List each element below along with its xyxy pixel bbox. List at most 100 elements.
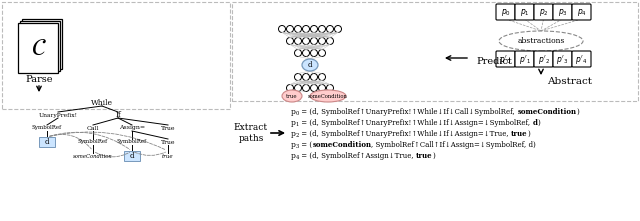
Ellipse shape	[294, 74, 301, 80]
Text: 4: 4	[296, 155, 300, 160]
Text: ): )	[433, 152, 435, 160]
Ellipse shape	[319, 50, 326, 57]
Text: d: d	[532, 119, 538, 127]
Text: p: p	[291, 108, 296, 116]
FancyArrowPatch shape	[50, 134, 92, 149]
Ellipse shape	[287, 84, 294, 91]
Ellipse shape	[335, 25, 342, 32]
Text: SymbolRef: SymbolRef	[117, 139, 147, 145]
Text: true: true	[416, 152, 433, 160]
Text: $p'_1$: $p'_1$	[518, 53, 531, 65]
Text: = (d, SymbolRef↑UnaryPrefix!↑While↓If↓Assign=↓True,: = (d, SymbolRef↑UnaryPrefix!↑While↓If↓As…	[300, 130, 511, 138]
Text: Parse: Parse	[25, 76, 52, 84]
Text: someCondition: someCondition	[308, 93, 348, 99]
Text: UnaryPrefix!: UnaryPrefix!	[38, 112, 77, 118]
Ellipse shape	[302, 59, 318, 71]
Text: $\mathcal{C}$: $\mathcal{C}$	[31, 36, 47, 59]
Ellipse shape	[310, 38, 317, 44]
Text: d: d	[308, 61, 312, 69]
Text: p: p	[291, 119, 296, 127]
Text: Predict: Predict	[476, 57, 512, 65]
Bar	[22, 19, 62, 69]
Text: d: d	[45, 138, 49, 146]
Text: $p_1$: $p_1$	[520, 6, 529, 17]
FancyBboxPatch shape	[496, 51, 515, 67]
Ellipse shape	[303, 84, 310, 91]
Bar	[20, 21, 60, 71]
FancyArrowPatch shape	[50, 132, 166, 150]
Ellipse shape	[278, 25, 285, 32]
Text: true: true	[286, 93, 298, 99]
Ellipse shape	[326, 25, 333, 32]
Ellipse shape	[310, 84, 317, 91]
Ellipse shape	[319, 84, 326, 91]
Text: $p'_0$: $p'_0$	[499, 53, 511, 65]
FancyArrowPatch shape	[50, 132, 130, 149]
Text: = (d, SymbolRef↑Assign↓True,: = (d, SymbolRef↑Assign↓True,	[300, 152, 416, 160]
Text: someCondition: someCondition	[73, 154, 113, 158]
Ellipse shape	[303, 25, 310, 32]
Text: d: d	[130, 152, 134, 160]
FancyArrowPatch shape	[134, 152, 166, 156]
FancyBboxPatch shape	[534, 51, 553, 67]
Bar	[124, 151, 140, 161]
Ellipse shape	[303, 38, 310, 44]
Text: = (d, SymbolRef↑UnaryPrefix!↑While↓If↓Assign=↓SymbolRef,: = (d, SymbolRef↑UnaryPrefix!↑While↓If↓As…	[300, 119, 532, 127]
Text: ): )	[528, 130, 531, 138]
Bar	[18, 23, 58, 73]
Text: true: true	[511, 130, 528, 138]
Text: 3: 3	[296, 144, 300, 149]
Ellipse shape	[326, 38, 333, 44]
Ellipse shape	[310, 74, 317, 80]
Ellipse shape	[319, 38, 326, 44]
Text: $p_3$: $p_3$	[557, 6, 568, 17]
Ellipse shape	[287, 38, 294, 44]
Text: Assign=: Assign=	[119, 126, 145, 130]
Ellipse shape	[282, 90, 302, 102]
Text: Extract
paths: Extract paths	[234, 123, 268, 143]
Ellipse shape	[319, 74, 326, 80]
Text: ): )	[538, 119, 540, 127]
FancyArrowPatch shape	[95, 152, 129, 157]
FancyBboxPatch shape	[515, 4, 534, 20]
Text: $p'_4$: $p'_4$	[575, 53, 588, 65]
Text: p: p	[291, 130, 296, 138]
Text: $p'_3$: $p'_3$	[556, 53, 568, 65]
Ellipse shape	[310, 90, 346, 102]
Text: ): )	[576, 108, 579, 116]
Ellipse shape	[499, 31, 583, 51]
Text: 0: 0	[296, 111, 300, 116]
Text: = (d, SymbolRef↑UnaryPrefix!↑While↓If↓Call↓SymbolRef,: = (d, SymbolRef↑UnaryPrefix!↑While↓If↓Ca…	[300, 108, 517, 116]
FancyBboxPatch shape	[553, 4, 572, 20]
Text: 2: 2	[296, 133, 300, 138]
Ellipse shape	[303, 50, 310, 57]
Text: true: true	[162, 154, 174, 158]
Text: If: If	[115, 111, 121, 119]
Text: $p_0$: $p_0$	[500, 6, 511, 17]
Ellipse shape	[326, 84, 333, 91]
Text: Abstract: Abstract	[547, 76, 593, 86]
Text: someCondition: someCondition	[312, 141, 371, 149]
Text: SymbolRef: SymbolRef	[32, 126, 62, 130]
Ellipse shape	[287, 25, 294, 32]
Ellipse shape	[303, 74, 310, 80]
Ellipse shape	[294, 50, 301, 57]
FancyBboxPatch shape	[534, 4, 553, 20]
Text: While: While	[91, 99, 113, 107]
Text: $p_4$: $p_4$	[577, 6, 586, 17]
Text: 1: 1	[296, 122, 300, 127]
Bar	[232, 2, 638, 101]
Ellipse shape	[310, 50, 317, 57]
Ellipse shape	[310, 25, 317, 32]
Text: abstractions: abstractions	[517, 37, 564, 45]
Text: someCondition: someCondition	[517, 108, 576, 116]
Bar	[2, 2, 230, 109]
Ellipse shape	[319, 25, 326, 32]
Text: $p_2$: $p_2$	[539, 6, 548, 17]
Text: , SymbolRef↑Call↑If↓Assign=↓SymbolRef, d): , SymbolRef↑Call↑If↓Assign=↓SymbolRef, d…	[371, 141, 536, 149]
Ellipse shape	[294, 38, 301, 44]
Text: p: p	[291, 141, 296, 149]
Text: p: p	[291, 152, 296, 160]
Text: SymbolRef: SymbolRef	[78, 139, 108, 145]
Text: = (: = (	[300, 141, 312, 149]
